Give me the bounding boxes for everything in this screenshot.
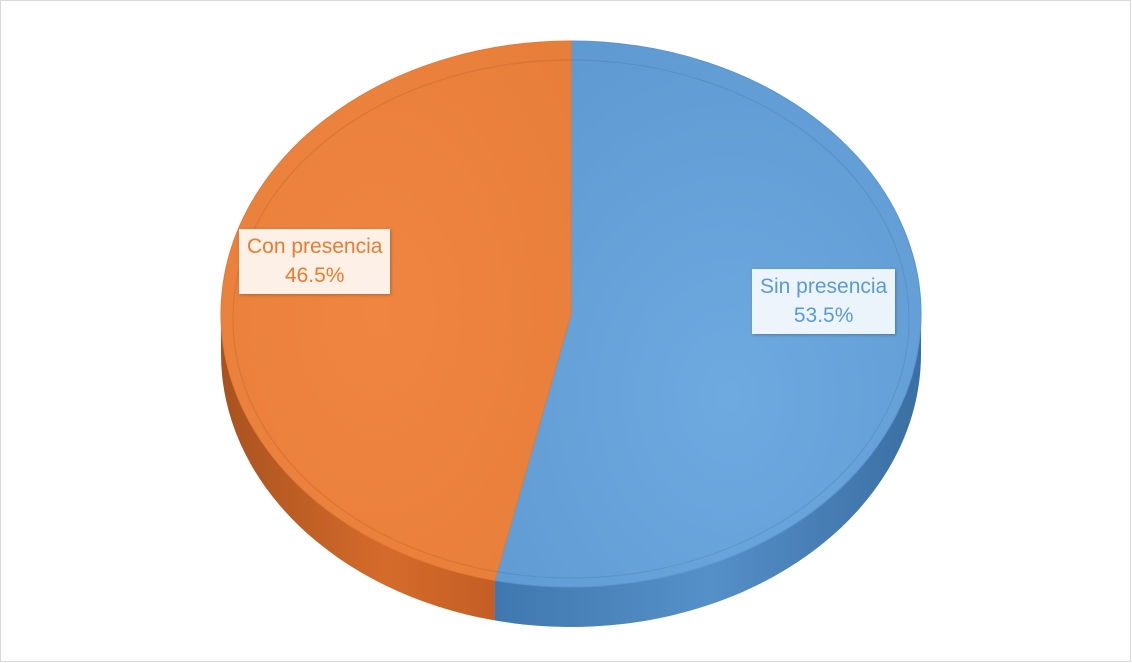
label-percent: 46.5% [284,264,345,287]
pie-slice-side-con-presencia [221,314,495,621]
label-percent: 53.5% [793,304,854,327]
pie-slice-con-presencia[interactable] [220,40,572,581]
label-category: Sin presencia [760,275,888,298]
label-category: Con presencia [247,235,383,258]
data-label-sin-presencia: Sin presencia 53.5% [752,269,896,334]
pie-slice-sin-presencia[interactable] [494,40,922,588]
data-label-con-presencia: Con presencia 46.5% [239,229,391,294]
pie-slice-side-sin-presencia [494,314,921,628]
pie-bevel-rim [232,59,910,579]
